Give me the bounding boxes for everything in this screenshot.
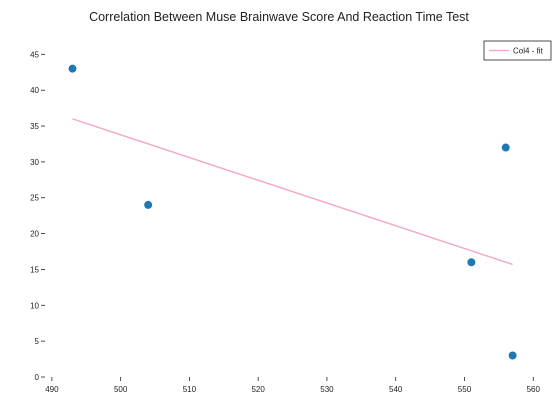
x-tick-label: 500: [114, 385, 128, 394]
x-tick-label: 550: [458, 385, 472, 394]
y-tick-label: 45: [30, 50, 39, 59]
chart-title: Correlation Between Muse Brainwave Score…: [89, 10, 469, 24]
y-tick-label: 20: [30, 230, 39, 239]
x-tick-label: 520: [251, 385, 265, 394]
fit-line: [72, 118, 513, 266]
x-tick-label: 490: [45, 385, 59, 394]
data-point: [508, 351, 517, 360]
y-tick-label: 25: [30, 194, 39, 203]
data-point: [501, 143, 510, 152]
y-tick-label: 0: [35, 373, 40, 382]
data-point: [467, 258, 476, 267]
data-point: [144, 200, 153, 209]
points-layer: [68, 64, 517, 360]
y-tick-label: 15: [30, 265, 39, 274]
y-tick-label: 30: [30, 158, 39, 167]
fit-line-layer: [72, 118, 513, 266]
y-tick-label: 10: [30, 301, 39, 310]
x-tick-label: 510: [183, 385, 197, 394]
legend: Col4 - fit: [483, 40, 552, 61]
data-point: [68, 64, 77, 73]
y-tick-label: 40: [30, 86, 39, 95]
x-tick-label: 560: [527, 385, 541, 394]
legend-label-fit: Col4 - fit: [513, 47, 544, 56]
x-tick-label: 530: [320, 385, 334, 394]
y-tick-label: 5: [35, 337, 40, 346]
legend-box: [483, 40, 552, 61]
x-tick-label: 540: [389, 385, 403, 394]
y-tick-label: 35: [30, 122, 39, 131]
